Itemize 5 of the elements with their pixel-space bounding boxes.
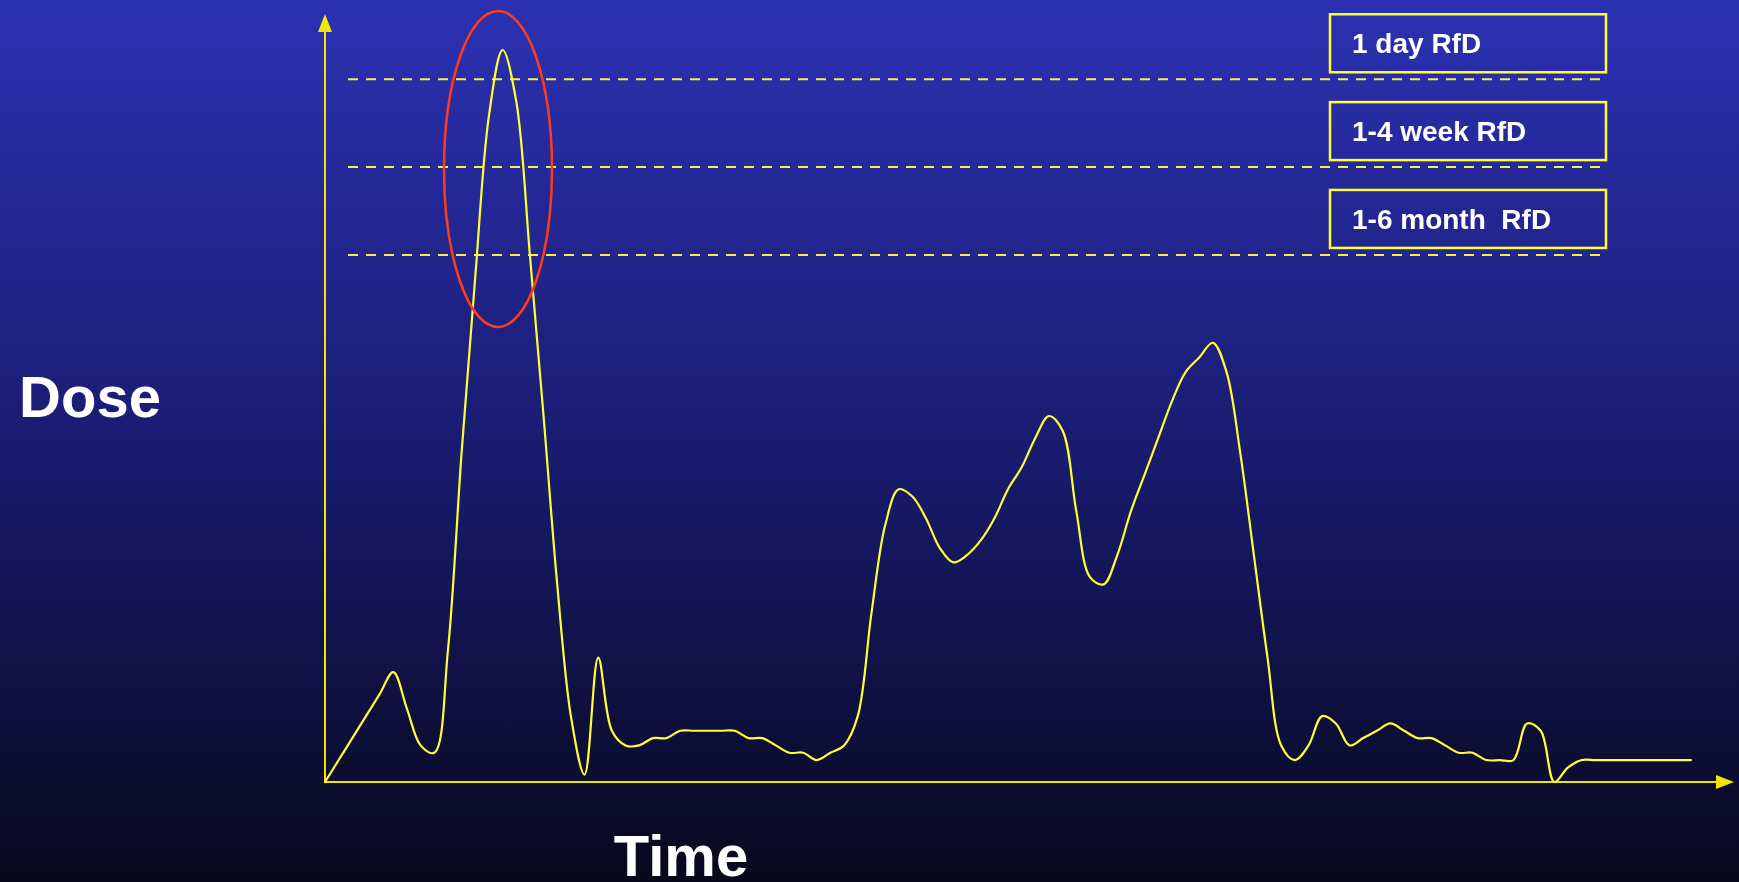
ref-line-label: 1-6 month RfD xyxy=(1352,203,1552,235)
y-axis-title: Dose xyxy=(19,364,161,429)
ref-line-label: 1-4 week RfD xyxy=(1352,116,1527,148)
x-axis-title: Time xyxy=(613,823,749,882)
ref-line-label: 1 day RfD xyxy=(1352,28,1482,60)
